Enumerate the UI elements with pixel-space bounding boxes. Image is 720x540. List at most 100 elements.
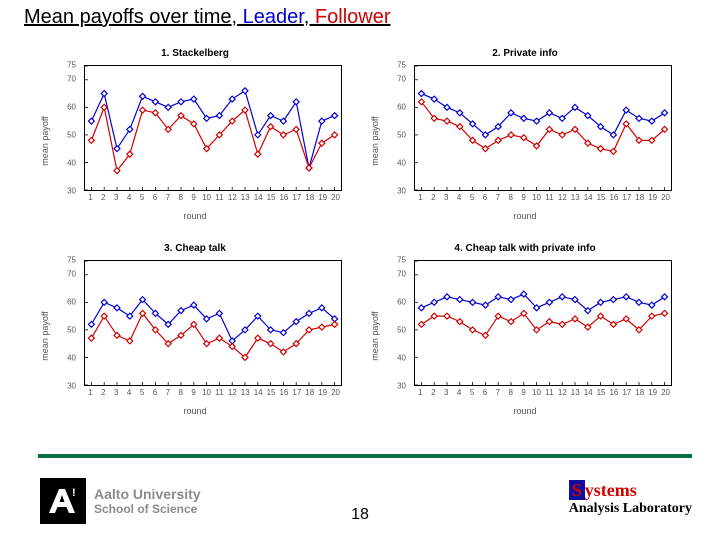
follower-marker — [610, 148, 616, 154]
xtick: 13 — [241, 388, 250, 397]
chart-yticks: 304050607075 — [370, 65, 410, 191]
follower-marker — [332, 132, 338, 138]
leader-marker — [444, 104, 450, 110]
xtick: 11 — [215, 193, 223, 202]
xtick: 20 — [661, 388, 670, 397]
leader-marker — [332, 113, 338, 119]
leader-marker — [508, 297, 514, 303]
xtick: 5 — [140, 388, 144, 397]
follower-marker — [280, 132, 286, 138]
chart-plot-box — [84, 65, 342, 191]
title-prefix: Mean payoffs over time, — [24, 6, 243, 28]
xtick: 9 — [521, 388, 525, 397]
xtick: 2 — [431, 193, 435, 202]
systems-line2: Analysis Laboratory — [569, 501, 692, 516]
leader-marker — [101, 299, 107, 305]
leader-marker — [636, 115, 642, 121]
aalto-mark-icon: ! — [40, 478, 86, 524]
xtick: 15 — [267, 193, 276, 202]
chart-body: mean payoffround304050607075123456789101… — [370, 61, 680, 221]
chart-title: 4. Cheap talk with private info — [370, 243, 680, 254]
xtick: 2 — [101, 388, 105, 397]
ytick: 40 — [397, 159, 406, 168]
leader-marker — [610, 297, 616, 303]
follower-marker — [255, 151, 261, 157]
leader-marker — [598, 299, 604, 305]
xtick: 9 — [191, 388, 195, 397]
xtick: 6 — [483, 193, 487, 202]
xtick: 13 — [571, 388, 580, 397]
leader-marker — [457, 297, 463, 303]
xtick: 4 — [127, 388, 131, 397]
leader-marker — [152, 99, 158, 105]
xtick: 18 — [635, 193, 644, 202]
xtick: 11 — [215, 388, 223, 397]
aalto-text: Aalto University School of Science — [94, 486, 201, 516]
ytick: 40 — [67, 354, 76, 363]
xtick: 6 — [483, 388, 487, 397]
follower-marker — [101, 104, 107, 110]
xtick: 13 — [571, 193, 580, 202]
ytick: 30 — [397, 382, 406, 391]
follower-marker — [559, 321, 565, 327]
leader-marker — [546, 110, 552, 116]
follower-marker — [306, 165, 312, 171]
xtick: 3 — [444, 193, 448, 202]
follower-marker — [508, 132, 514, 138]
follower-marker — [572, 316, 578, 322]
xtick: 5 — [470, 193, 474, 202]
ytick: 70 — [67, 270, 76, 279]
chart-privateinfo: 2. Private infomean payoffround304050607… — [370, 48, 680, 228]
xtick: 8 — [509, 388, 513, 397]
xtick: 14 — [584, 388, 593, 397]
ytick: 50 — [397, 326, 406, 335]
follower-marker — [521, 135, 527, 141]
xtick: 8 — [509, 193, 513, 202]
ytick: 60 — [67, 298, 76, 307]
xtick: 20 — [661, 193, 670, 202]
leader-marker — [662, 110, 668, 116]
xtick: 6 — [153, 388, 157, 397]
leader-marker — [88, 321, 94, 327]
xtick: 19 — [318, 388, 327, 397]
leader-marker — [546, 299, 552, 305]
follower-line — [421, 313, 664, 335]
ytick: 75 — [67, 256, 76, 265]
follower-marker — [319, 324, 325, 330]
ytick: 40 — [67, 159, 76, 168]
aalto-logo: ! Aalto University School of Science — [40, 478, 201, 524]
leader-marker — [636, 299, 642, 305]
ytick: 75 — [397, 256, 406, 265]
xtick: 8 — [179, 193, 183, 202]
xtick: 7 — [496, 193, 500, 202]
ytick: 60 — [397, 103, 406, 112]
xtick: 6 — [153, 193, 157, 202]
chart-yticks: 304050607075 — [40, 260, 80, 386]
chart-body: mean payoffround304050607075123456789101… — [370, 256, 680, 416]
xtick: 18 — [305, 388, 314, 397]
follower-marker — [470, 327, 476, 333]
aalto-school-label: School of Science — [94, 502, 201, 516]
title-follower: Follower — [315, 6, 391, 28]
chart-plot-box — [84, 260, 342, 386]
leader-marker — [88, 118, 94, 124]
leader-marker — [431, 299, 437, 305]
xtick: 9 — [191, 193, 195, 202]
follower-marker — [140, 107, 146, 113]
xtick: 3 — [114, 388, 118, 397]
xtick: 4 — [127, 193, 131, 202]
xtick: 9 — [521, 193, 525, 202]
title-leader: Leader — [243, 6, 304, 28]
xtick: 12 — [228, 388, 237, 397]
xtick: 12 — [558, 193, 567, 202]
chart-title: 3. Cheap talk — [40, 243, 350, 254]
leader-marker — [623, 294, 629, 300]
ytick: 70 — [67, 75, 76, 84]
follower-marker — [191, 121, 197, 127]
chart-xlabel: round — [40, 211, 350, 221]
svg-text:!: ! — [72, 487, 76, 499]
chart-xlabel: round — [40, 406, 350, 416]
xtick: 20 — [331, 193, 340, 202]
follower-marker — [88, 137, 94, 143]
follower-marker — [598, 146, 604, 152]
